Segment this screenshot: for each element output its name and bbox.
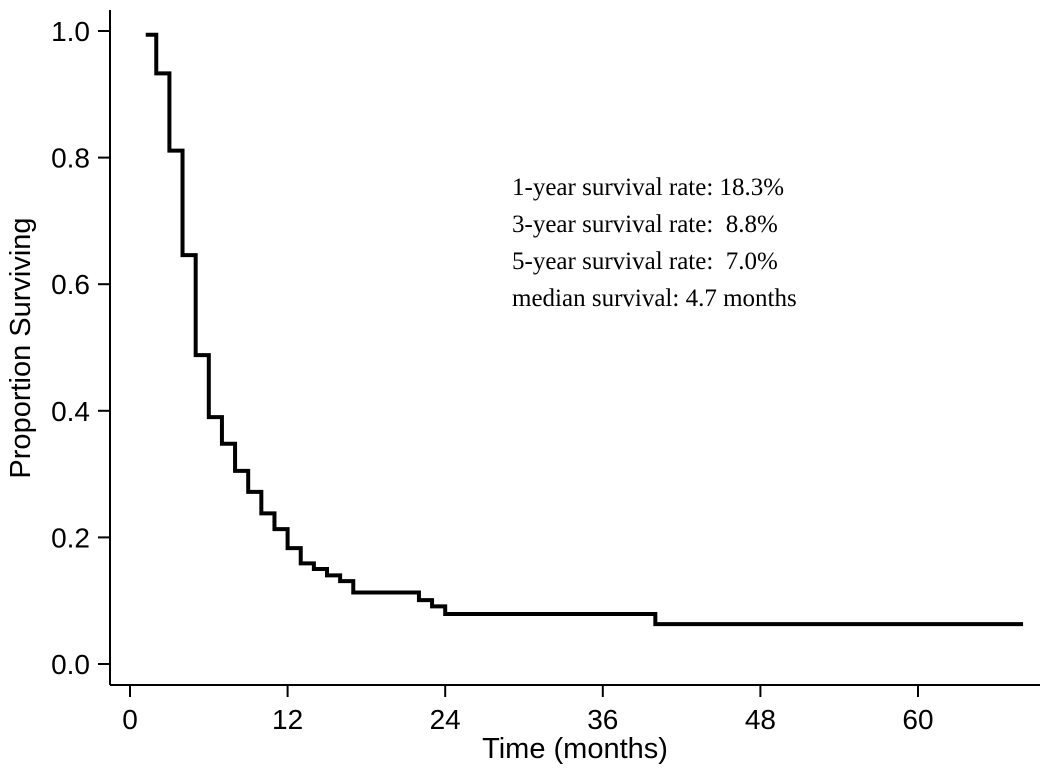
- x-tick-label: 24: [430, 704, 461, 735]
- x-tick-label: 12: [272, 704, 303, 735]
- y-tick-label: 0.2: [51, 522, 90, 553]
- annotation-box: 1-year survival rate: 18.3% 3-year surviv…: [512, 174, 797, 312]
- x-axis-title: Time (months): [482, 733, 668, 765]
- x-tick-label: 60: [902, 704, 933, 735]
- y-tick-label: 1.0: [51, 16, 90, 47]
- x-tick-label: 36: [587, 704, 618, 735]
- y-tick-label: 0.6: [51, 269, 90, 300]
- x-axis: 0 12 24 36 48 60: [110, 684, 1040, 735]
- x-tick-label: 0: [122, 704, 138, 735]
- annotation-line: 3-year survival rate: 8.8%: [512, 211, 778, 238]
- y-tick-label: 0.4: [51, 396, 90, 427]
- annotation-line: 5-year survival rate: 7.0%: [512, 248, 778, 275]
- y-axis: 0.0 0.2 0.4 0.6 0.8 1.0: [51, 10, 111, 685]
- y-axis-title: Proportion Surviving: [5, 217, 37, 478]
- y-tick-label: 0.8: [51, 143, 90, 174]
- y-tick-label: 0.0: [51, 649, 90, 680]
- annotation-line: median survival: 4.7 months: [512, 285, 797, 312]
- survival-curve: [145, 32, 1024, 627]
- x-tick-label: 48: [745, 704, 776, 735]
- annotation-line: 1-year survival rate: 18.3%: [512, 174, 784, 201]
